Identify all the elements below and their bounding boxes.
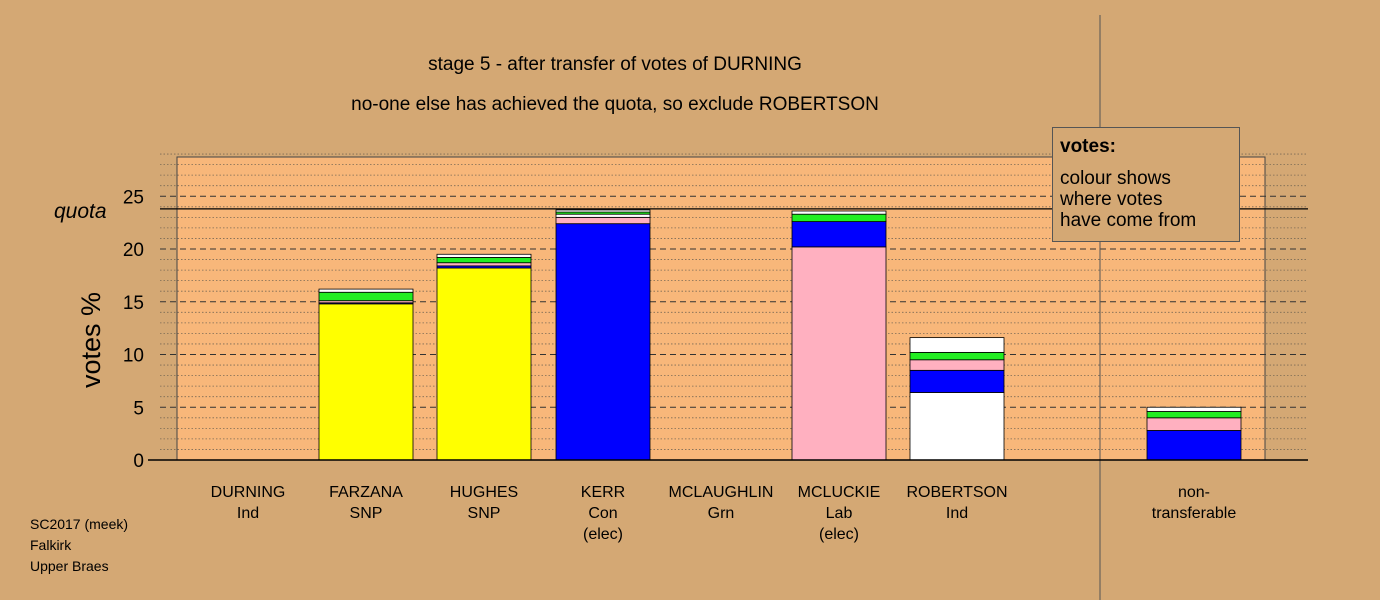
legend-line: where votes <box>1060 189 1163 210</box>
nontransferable-label: transferable <box>1152 505 1237 522</box>
legend-box: votes: colour shows where votes have com… <box>1052 127 1240 242</box>
legend-line: have come from <box>1060 210 1197 231</box>
chart-subtitle: no-one else has achieved the quota, so e… <box>351 94 879 115</box>
legend-title: votes: <box>1060 136 1116 157</box>
category-label: (elec) <box>819 526 859 543</box>
y-tick-label: 5 <box>133 398 144 419</box>
nontransferable-label: non- <box>1178 484 1210 501</box>
category-label: Con <box>588 505 617 522</box>
y-tick-label: 15 <box>123 293 144 314</box>
y-tick-label: 25 <box>123 187 144 208</box>
y-tick-label: 10 <box>123 346 144 367</box>
bar-kerr-segment-ind <box>555 213 651 218</box>
bar-kerr-segment-lab <box>555 216 651 225</box>
quota-label: quota <box>54 200 107 223</box>
bar-nontransferable-segment-grn <box>1146 411 1242 419</box>
bar-hughes-segment-ind <box>436 253 532 258</box>
category-label: FARZANA <box>329 484 403 501</box>
category-label: MCLAUGHLIN <box>669 484 774 501</box>
bar-robertson-segment-con <box>909 369 1005 393</box>
bar-kerr-segment-ind <box>555 209 651 213</box>
bar-farzana-segment-ind <box>318 288 414 293</box>
category-label: SNP <box>350 505 383 522</box>
category-label: Grn <box>708 505 735 522</box>
bar-kerr-segment-con <box>555 223 651 461</box>
category-label: MCLUCKIE <box>798 484 881 501</box>
bar-mcluckie-segment-ind <box>791 210 887 215</box>
category-label: HUGHES <box>450 484 518 501</box>
category-label: DURNING <box>211 484 286 501</box>
bar-robertson-segment-ind <box>909 392 1005 461</box>
category-label: Ind <box>946 505 968 522</box>
chart-title: stage 5 - after transfer of votes of DUR… <box>428 54 802 75</box>
legend-line: colour shows <box>1060 168 1171 189</box>
bar-hughes-segment-grn <box>436 257 532 264</box>
bar-mcluckie-segment-grn <box>791 213 887 222</box>
y-axis-label: votes % <box>76 292 106 388</box>
bar-robertson-segment-ind <box>909 337 1005 353</box>
bar-robertson-segment-lab <box>909 359 1005 371</box>
bar-robertson-segment-grn <box>909 351 1005 361</box>
bar-nontransferable-segment-ind <box>1146 406 1242 412</box>
category-label: (elec) <box>583 526 623 543</box>
bar-mcluckie-segment-lab <box>791 246 887 461</box>
footer-note: SC2017 (meek) Falkirk Upper Braes <box>30 514 128 577</box>
bar-farzana-segment-grn <box>318 291 414 302</box>
bar-nontransferable-segment-lab <box>1146 417 1242 431</box>
bar-hughes-segment-lab <box>436 262 532 267</box>
bar-mcluckie-segment-con <box>791 221 887 248</box>
category-label: Lab <box>826 505 853 522</box>
bar-hughes-segment-snp <box>436 267 532 461</box>
bar-farzana-segment-snp <box>318 303 414 461</box>
footer-election: SC2017 (meek) <box>30 516 129 532</box>
category-label: Ind <box>237 505 259 522</box>
category-label: ROBERTSON <box>906 484 1007 501</box>
bar-nontransferable-segment-con <box>1146 430 1242 461</box>
category-label: KERR <box>581 484 625 501</box>
footer-ward: Upper Braes <box>30 558 109 574</box>
category-label: SNP <box>468 505 501 522</box>
y-tick-label: 0 <box>133 451 144 472</box>
y-tick-label: 20 <box>123 240 144 261</box>
footer-council: Falkirk <box>30 537 72 553</box>
